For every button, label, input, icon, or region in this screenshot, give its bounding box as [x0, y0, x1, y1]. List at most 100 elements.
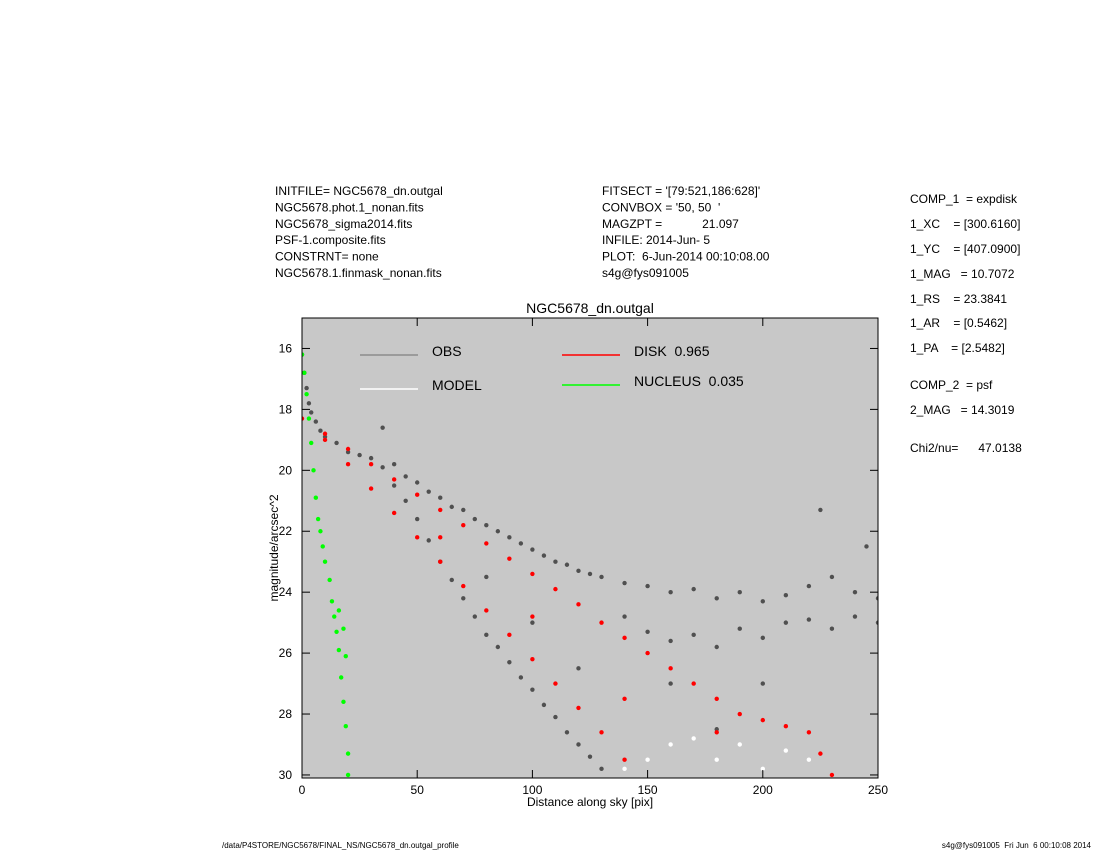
point	[518, 675, 524, 680]
header-left-line: NGC5678.phot.1_nonan.fits	[275, 200, 424, 214]
point	[472, 516, 477, 522]
point	[852, 614, 858, 619]
point	[327, 577, 332, 583]
point	[668, 742, 673, 747]
point	[472, 614, 477, 619]
legend-label: DISK 0.965	[634, 343, 710, 359]
point	[622, 696, 627, 701]
point	[415, 535, 420, 540]
header-left-line: INITFILE= NGC5678_dn.outgal	[275, 184, 443, 198]
x-tick-label: 50	[411, 783, 425, 797]
point	[461, 522, 466, 528]
point	[576, 602, 581, 607]
point	[484, 522, 489, 528]
point	[599, 730, 604, 735]
footer-left: /data/P4STORE/NGC5678/FINAL_NS/NGC5678_d…	[222, 841, 459, 850]
point	[668, 638, 673, 644]
legend-label: OBS	[432, 343, 462, 359]
point	[691, 632, 696, 638]
point	[576, 568, 581, 574]
point	[714, 757, 719, 762]
header-middle-line: INFILE: 2014-Jun- 5	[602, 233, 710, 247]
fit-parameter: 2_MAG = 14.3019	[910, 403, 1015, 417]
x-axis-label: Distance along sky [pix]	[527, 795, 653, 809]
point	[645, 757, 650, 762]
header-middle-line: PLOT: 6-Jun-2014 00:10:08.00	[602, 250, 770, 264]
point	[829, 626, 835, 631]
point	[461, 583, 466, 589]
point	[645, 629, 650, 634]
point	[760, 635, 765, 641]
point	[438, 559, 443, 564]
point	[829, 574, 835, 580]
point	[426, 489, 431, 494]
point	[345, 462, 351, 467]
point	[336, 608, 342, 613]
point	[530, 571, 535, 577]
y-tick-label: 26	[279, 646, 293, 660]
point	[304, 391, 309, 397]
y-tick-label: 22	[279, 524, 293, 538]
fit-parameter: 1_AR = [0.5462]	[910, 316, 1007, 330]
point	[783, 748, 789, 753]
point	[530, 687, 535, 692]
point	[760, 766, 765, 772]
point	[668, 589, 673, 595]
header-left-line: NGC5678.1.finmask_nonan.fits	[275, 266, 442, 280]
point	[302, 416, 305, 421]
point	[322, 434, 328, 440]
point	[495, 644, 501, 650]
fit-parameter: COMP_1 = expdisk	[910, 192, 1018, 206]
point	[668, 666, 673, 671]
point	[553, 586, 558, 592]
point	[380, 465, 385, 470]
plot-frame	[301, 317, 879, 779]
point	[760, 681, 765, 686]
point	[737, 589, 742, 595]
point	[415, 480, 420, 485]
point	[852, 589, 858, 595]
header-middle-line: CONVBOX = '50, 50 '	[602, 200, 720, 214]
point	[737, 742, 742, 747]
point	[576, 742, 581, 747]
point	[318, 529, 323, 534]
point	[714, 730, 719, 735]
point	[760, 599, 765, 604]
point	[829, 772, 835, 778]
plot-points	[302, 352, 878, 778]
point	[587, 571, 593, 577]
point	[449, 577, 454, 583]
point	[668, 681, 673, 686]
point	[322, 559, 328, 564]
point	[334, 440, 339, 446]
header-middle-line: MAGZPT = 21.097	[602, 217, 739, 231]
point	[338, 675, 344, 680]
point	[564, 730, 570, 735]
point	[622, 614, 627, 619]
point	[415, 516, 420, 522]
point	[806, 617, 812, 622]
fit-parameter: 1_PA = [2.5482]	[910, 341, 1005, 355]
fit-parameter: 1_RS = 23.3841	[910, 292, 1007, 306]
y-tick-label: 30	[279, 768, 293, 782]
point	[645, 650, 650, 656]
point	[318, 428, 323, 433]
point	[322, 431, 328, 436]
fit-parameter: COMP_2 = psf	[910, 378, 993, 392]
x-tick-label: 250	[868, 783, 888, 797]
header-left-line: CONSTRNT= none	[275, 250, 379, 264]
point	[553, 681, 558, 686]
x-tick-label: 0	[299, 783, 306, 797]
point	[315, 516, 321, 522]
fit-parameter: 1_YC = [407.0900]	[910, 242, 1020, 256]
point	[306, 416, 312, 421]
point	[313, 495, 319, 500]
point	[737, 711, 742, 717]
point	[484, 608, 489, 613]
point	[403, 474, 408, 479]
point	[438, 507, 443, 513]
point	[302, 370, 307, 376]
point	[599, 574, 604, 580]
point	[818, 507, 823, 513]
point	[714, 644, 719, 650]
